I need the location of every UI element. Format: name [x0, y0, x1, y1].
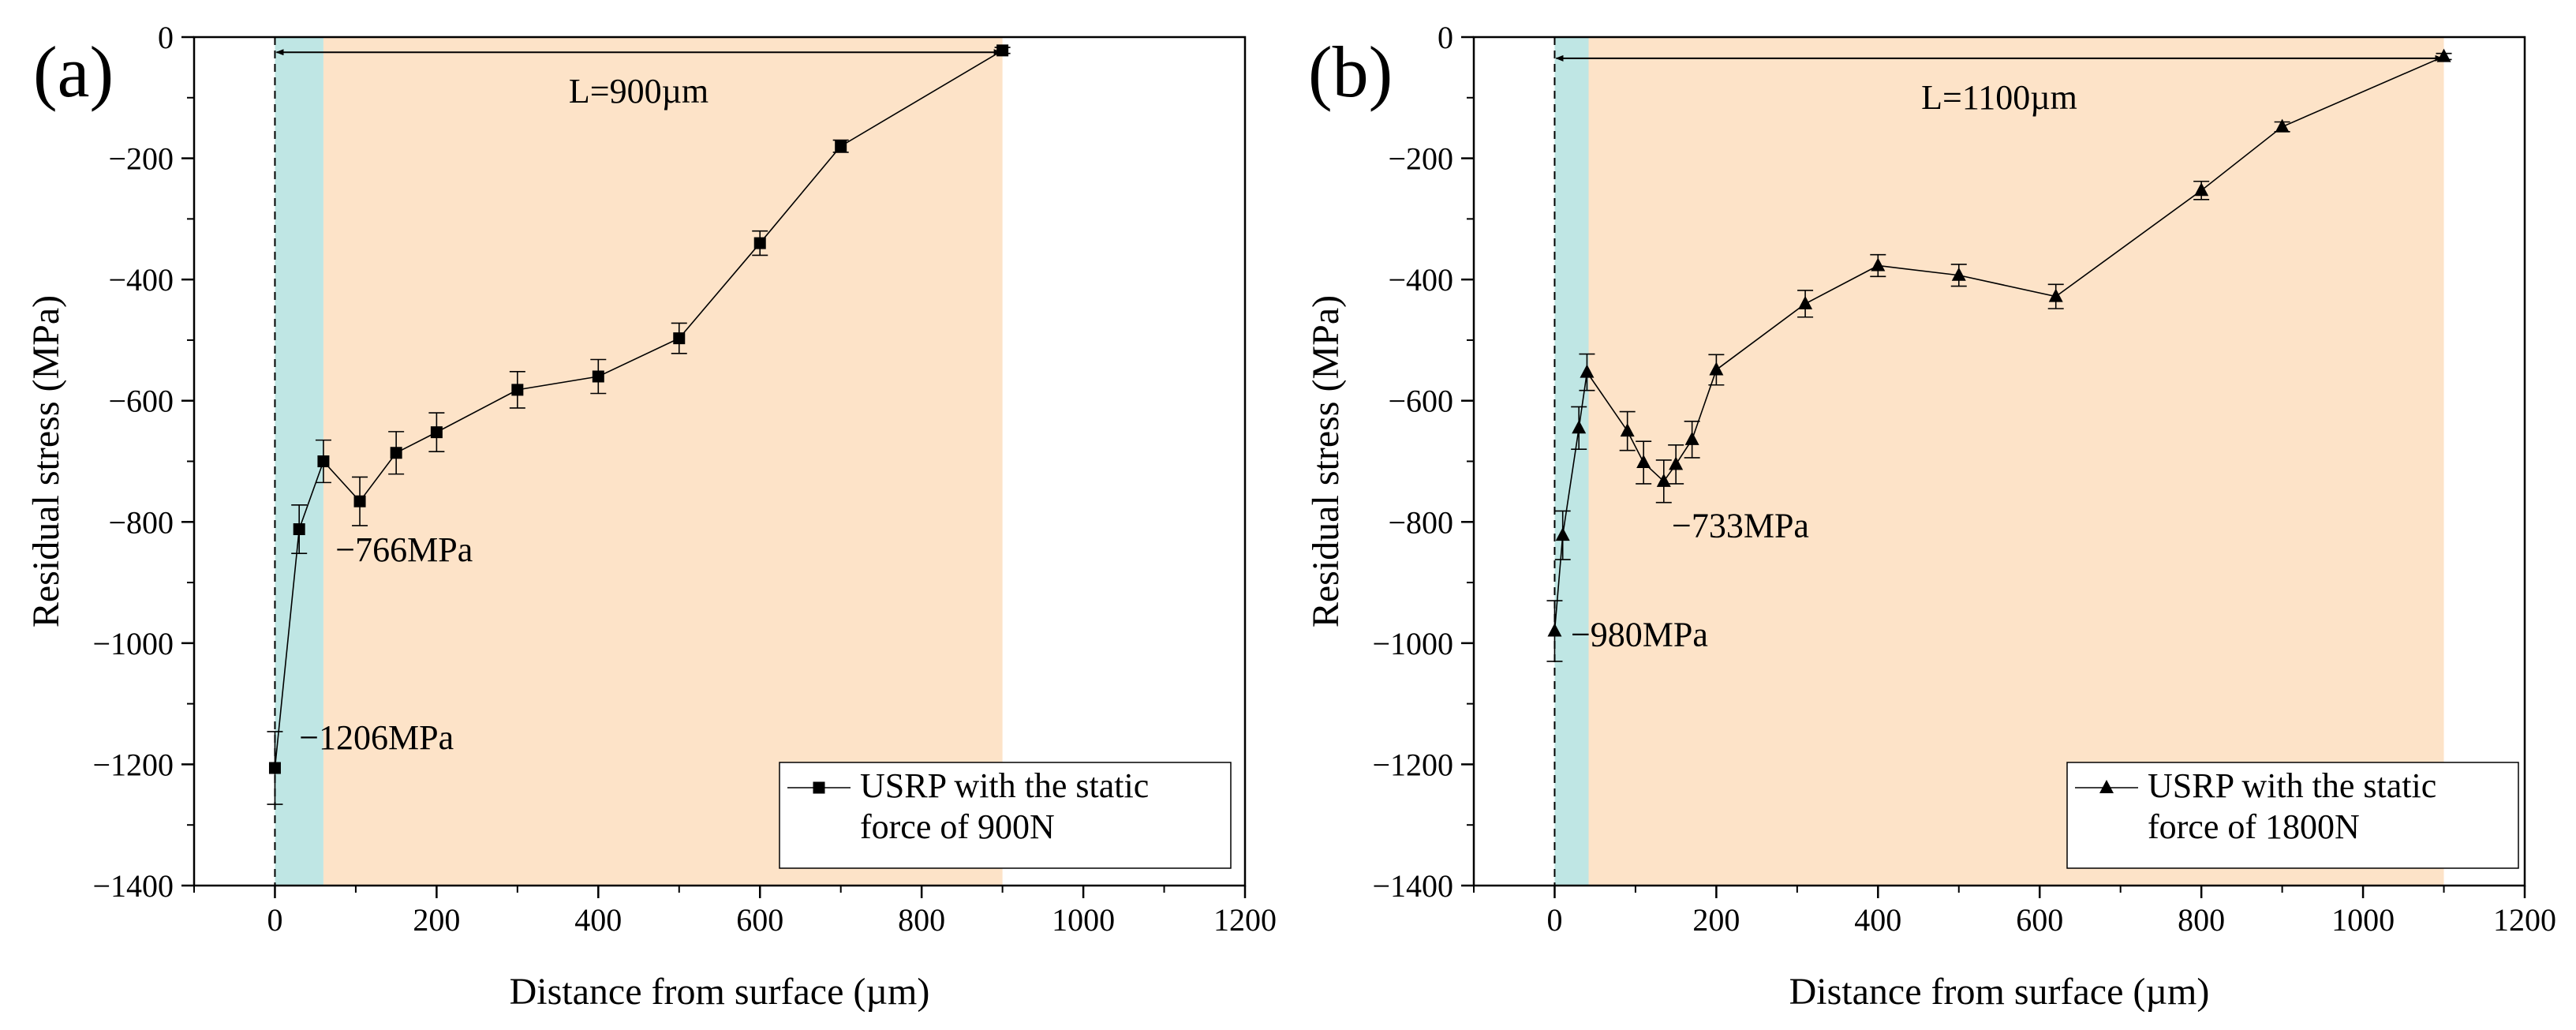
data-point-square	[353, 495, 366, 508]
near-surface-region	[1554, 37, 1589, 886]
x-tick-label: 0	[267, 902, 282, 938]
data-point-triangle	[1709, 361, 1724, 376]
data-point-square	[293, 523, 305, 535]
x-axis-title: Distance from surface (µm)	[510, 971, 930, 1013]
data-point-square	[317, 455, 330, 467]
value-annotation: −766MPa	[335, 530, 473, 569]
data-point-square	[592, 370, 604, 383]
legend-label: force of 1800N	[2148, 807, 2360, 846]
data-point-square	[835, 140, 847, 152]
x-tick-label: 0	[1546, 902, 1562, 938]
value-annotation: −733MPa	[1672, 506, 1809, 545]
data-point-triangle	[1620, 423, 1635, 437]
y-tick-label: −1200	[92, 747, 174, 782]
depth-label: L=1100µm	[1921, 78, 2077, 117]
legend-marker-square	[813, 781, 825, 794]
data-point-triangle	[1684, 431, 1699, 445]
y-tick-label: −800	[108, 504, 174, 540]
legend-box	[2066, 762, 2519, 869]
x-tick-label: 200	[1692, 902, 1740, 938]
x-tick-label: 600	[736, 902, 783, 938]
data-point-triangle	[1951, 267, 1966, 281]
x-tick-label: 1200	[1213, 902, 1277, 938]
y-axis-title: Residual stress (MPa)	[25, 295, 67, 627]
data-point-square	[673, 332, 686, 345]
x-tick-label: 800	[898, 902, 945, 938]
panel-label: (b)	[1308, 32, 1393, 112]
data-point-square	[430, 426, 443, 439]
data-point-triangle	[1555, 527, 1570, 541]
y-tick-label: −200	[1388, 141, 1453, 177]
x-tick-label: 400	[574, 902, 622, 938]
legend-marker-triangle	[2099, 780, 2114, 793]
x-tick-label: 1200	[2493, 902, 2556, 938]
y-tick-label: −600	[1388, 384, 1453, 419]
data-point-square	[996, 44, 1009, 57]
panel-label: (a)	[33, 32, 114, 112]
data-point-triangle	[1871, 257, 1886, 272]
data-point-triangle	[2275, 118, 2290, 133]
data-point-triangle	[2436, 48, 2451, 62]
data-point-triangle	[1572, 420, 1587, 434]
chart-panel-a: 0 200 400 600 800 1000 1200 0 −200 −400 −600 −800 −1…	[25, 20, 1277, 1013]
data-point-square	[511, 384, 524, 396]
legend-label: force of 900N	[860, 807, 1055, 846]
y-axis-title: Residual stress (MPa)	[1305, 295, 1347, 627]
y-tick-label: −800	[1388, 504, 1453, 540]
data-point-triangle	[2194, 182, 2209, 197]
data-point-square	[390, 447, 402, 459]
data-point-triangle	[1656, 473, 1671, 487]
x-tick-label: 1000	[2331, 902, 2395, 938]
y-tick-label: −400	[1388, 262, 1453, 298]
x-tick-label: 400	[1854, 902, 1901, 938]
value-annotation: −1206MPa	[299, 718, 454, 757]
compressive-layer-region	[1588, 37, 2444, 886]
data-point-triangle	[1636, 455, 1651, 469]
data-point-square	[753, 237, 766, 249]
compressive-layer-region	[323, 37, 1003, 886]
y-tick-label: −1000	[92, 626, 174, 661]
data-point-triangle	[1547, 623, 1562, 637]
legend-label: USRP with the static	[860, 766, 1149, 805]
y-tick-label: −600	[108, 384, 174, 419]
value-annotation: −980MPa	[1571, 616, 1708, 654]
near-surface-region	[275, 37, 323, 886]
y-tick-label: −1000	[1372, 626, 1453, 661]
y-tick-label: 0	[1438, 20, 1453, 55]
y-tick-label: −400	[108, 262, 174, 298]
y-tick-label: −200	[108, 141, 174, 177]
legend-box	[779, 762, 1232, 869]
depth-label: L=900µm	[569, 72, 708, 110]
x-tick-label: 1000	[1052, 902, 1115, 938]
chart-panel-b: 0 200 400 600 800 1000 1200 0 −200 −400 −600 −800 −1…	[1305, 20, 2556, 1013]
x-tick-label: 800	[2178, 902, 2225, 938]
series-line	[274, 50, 1004, 769]
data-point-square	[268, 762, 281, 774]
x-tick-label: 200	[413, 902, 460, 938]
legend-label: USRP with the static	[2148, 766, 2436, 805]
data-point-triangle	[1798, 295, 1813, 309]
data-point-triangle	[1669, 456, 1684, 470]
data-point-triangle	[1580, 364, 1595, 378]
x-tick-label: 600	[2016, 902, 2063, 938]
data-point-triangle	[2048, 288, 2063, 302]
y-tick-label: 0	[158, 20, 174, 55]
x-axis-title: Distance from surface (µm)	[1789, 971, 2210, 1013]
y-tick-label: −1200	[1372, 747, 1453, 782]
y-tick-label: −1400	[92, 868, 174, 904]
y-tick-label: −1400	[1372, 868, 1453, 904]
